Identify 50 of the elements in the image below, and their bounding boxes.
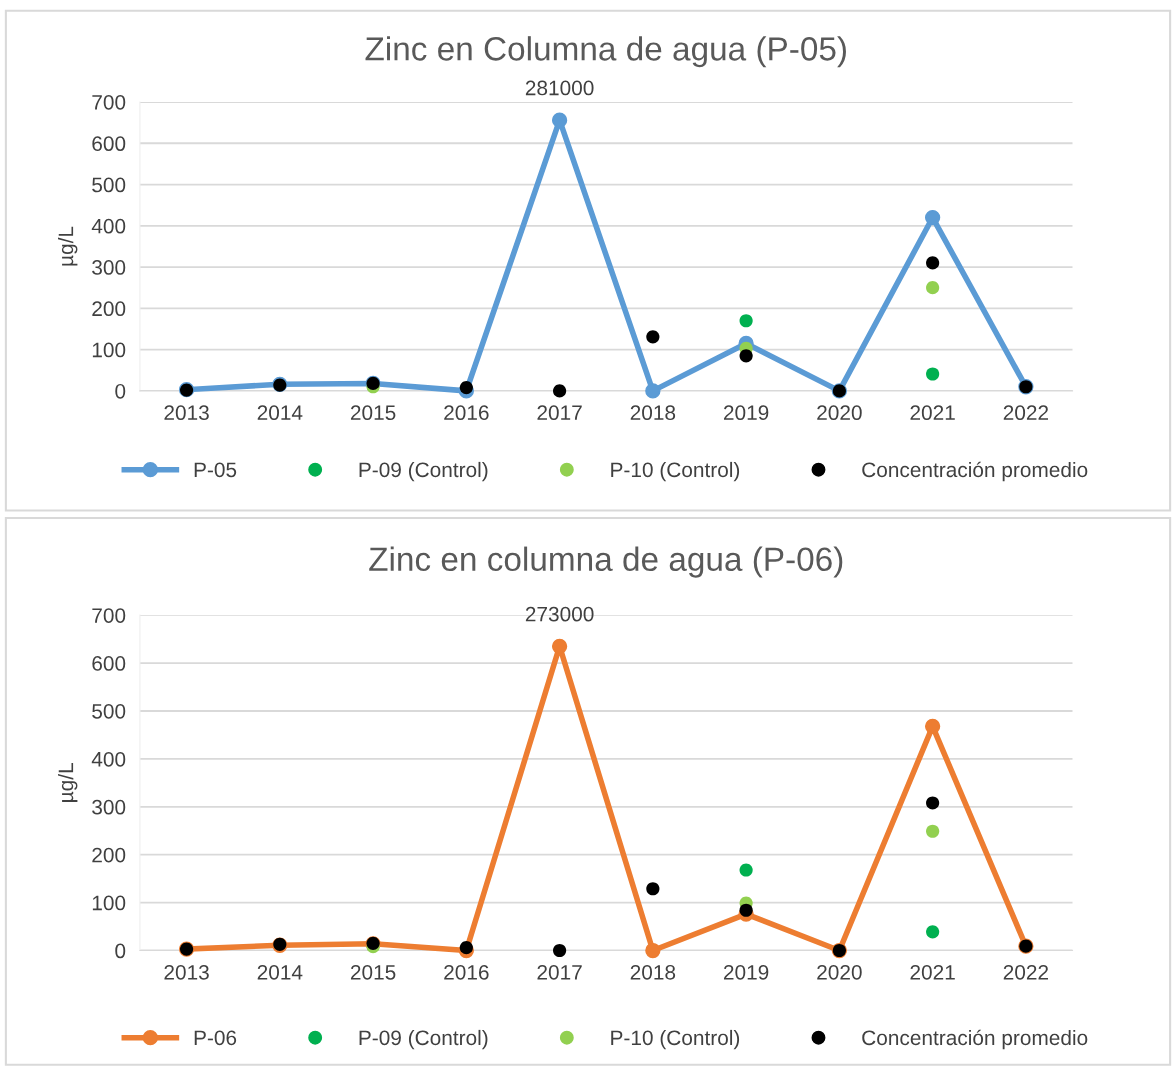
y-tick-label: 100	[92, 895, 126, 911]
y-tick-label: 100	[92, 342, 126, 358]
y-tick-label: 200	[92, 301, 126, 317]
x-tick-label: 2018	[630, 405, 676, 421]
x-tick-label: 2018	[630, 964, 676, 980]
x-tick-label: 2019	[723, 964, 769, 980]
x-tick-label: 2015	[350, 964, 396, 980]
annotation: 273000	[525, 606, 594, 622]
y-tick-label: 600	[92, 656, 126, 671]
y-tick-label: 400	[91, 218, 126, 234]
legend-label: Concentración promedio	[862, 461, 1088, 482]
x-tick-label: 2013	[164, 405, 209, 421]
legend-label: P-09 (Control)	[359, 1029, 488, 1050]
x-tick-label: 2022	[1003, 405, 1049, 421]
x-tick-label: 2013	[164, 964, 209, 980]
y-tick-label: 300	[92, 260, 126, 275]
y-tick-label: 400	[91, 751, 126, 767]
legend-label: P-10 (Control)	[611, 461, 740, 482]
y-tick-label: 200	[92, 847, 126, 863]
chart-title: Zinc en Columna de agua (P-05)	[365, 36, 846, 68]
chart-title: Zinc en columna de agua (P-06)	[369, 546, 843, 578]
y-tick-label: 0	[115, 943, 126, 959]
legend-label: P-09 (Control)	[359, 461, 488, 482]
legend-label: P-05	[194, 462, 237, 478]
x-tick-label: 2016	[444, 405, 489, 421]
x-tick-label: 2017	[537, 964, 582, 980]
y-axis-title: µg/L	[57, 226, 78, 266]
y-tick-label: 500	[92, 177, 126, 193]
y-tick-label: 0	[115, 383, 126, 399]
x-tick-label: 2016	[444, 964, 489, 980]
y-tick-label: 600	[92, 136, 126, 152]
annotation: 281000	[525, 80, 594, 96]
x-tick-label: 2014	[257, 405, 303, 421]
x-tick-label: 2020	[817, 964, 862, 980]
legend-label: P-06	[194, 1030, 237, 1046]
y-tick-label: 700	[92, 95, 126, 110]
x-tick-label: 2021	[910, 964, 955, 980]
y-tick-label: 500	[92, 703, 126, 719]
x-tick-label: 2017	[537, 405, 582, 421]
x-tick-label: 2022	[1003, 964, 1049, 980]
legend-label: P-10 (Control)	[611, 1029, 740, 1050]
y-tick-label: 700	[92, 608, 126, 623]
x-tick-label: 2014	[257, 964, 303, 980]
y-axis-title: µg/L	[57, 763, 78, 802]
x-tick-label: 2015	[350, 405, 396, 421]
y-tick-label: 300	[92, 799, 126, 815]
x-tick-label: 2019	[723, 405, 769, 421]
x-tick-label: 2020	[817, 405, 862, 421]
legend-label: Concentración promedio	[862, 1029, 1088, 1050]
x-tick-label: 2021	[910, 405, 955, 421]
